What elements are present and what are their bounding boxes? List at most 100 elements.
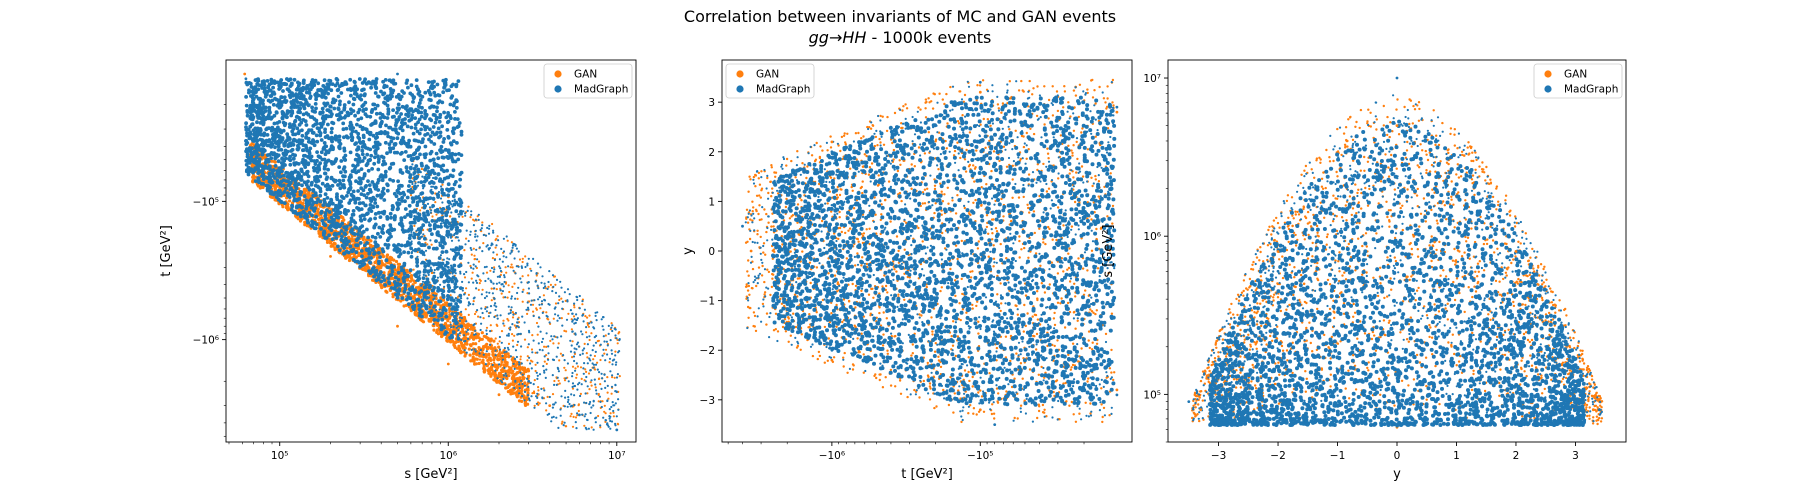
data-point	[523, 403, 528, 407]
data-point	[545, 311, 548, 314]
data-point	[275, 178, 280, 183]
data-point	[467, 313, 470, 316]
data-point	[253, 131, 257, 136]
data-point	[543, 360, 546, 363]
data-point	[436, 156, 441, 161]
data-point	[344, 126, 349, 131]
data-point	[459, 313, 463, 317]
data-point	[371, 102, 376, 107]
data-point	[267, 171, 272, 176]
data-point	[558, 382, 561, 385]
data-point	[375, 204, 380, 209]
data-point	[566, 405, 569, 408]
data-point	[503, 276, 506, 279]
data-point	[470, 277, 473, 280]
data-point	[311, 165, 316, 170]
data-point	[294, 97, 298, 102]
data-point	[423, 236, 427, 241]
data-point	[388, 255, 392, 259]
data-point	[521, 290, 524, 293]
data-point	[294, 115, 299, 119]
data-point	[332, 242, 336, 246]
data-point	[393, 81, 398, 86]
data-point	[391, 276, 395, 280]
data-point	[379, 283, 383, 287]
data-point	[326, 150, 331, 155]
data-point	[453, 110, 457, 114]
data-point	[537, 287, 540, 290]
data-point	[380, 261, 384, 265]
data-point	[422, 197, 425, 200]
data-point	[455, 347, 459, 351]
data-point	[430, 80, 435, 85]
data-point	[451, 205, 454, 208]
data-point	[554, 283, 557, 286]
data-point	[416, 169, 420, 174]
data-point	[435, 109, 439, 114]
data-point	[258, 186, 262, 190]
data-point	[424, 152, 428, 157]
data-point	[321, 122, 325, 126]
data-point	[383, 169, 388, 174]
data-point	[461, 346, 465, 350]
data-point	[266, 139, 271, 144]
data-point	[399, 141, 404, 146]
data-point	[335, 78, 340, 82]
data-point	[528, 292, 531, 295]
data-point	[386, 228, 391, 233]
data-point	[547, 318, 550, 321]
data-point	[392, 286, 397, 291]
data-point	[400, 150, 404, 155]
data-point	[391, 108, 395, 112]
data-point	[343, 157, 347, 162]
data-point	[560, 317, 563, 320]
data-point	[412, 268, 415, 271]
data-point	[430, 168, 434, 173]
data-point	[373, 235, 378, 240]
data-point	[338, 186, 343, 191]
data-point	[253, 85, 258, 89]
data-point	[397, 184, 401, 189]
data-point	[281, 89, 285, 93]
data-point	[429, 309, 434, 314]
data-point	[382, 209, 387, 214]
data-point	[464, 323, 469, 327]
data-point	[386, 243, 391, 247]
data-point	[408, 268, 413, 273]
data-point	[309, 205, 314, 210]
data-point	[549, 339, 552, 342]
data-point	[385, 217, 390, 221]
data-point	[457, 344, 461, 348]
data-point	[265, 116, 270, 121]
data-point	[409, 157, 414, 162]
data-point	[272, 121, 277, 126]
data-point	[302, 194, 307, 199]
data-point	[385, 265, 390, 269]
data-point	[445, 335, 449, 339]
data-point	[320, 216, 324, 220]
data-point	[510, 333, 514, 336]
data-point	[349, 237, 353, 241]
data-point	[307, 187, 312, 192]
data-point	[432, 312, 437, 317]
data-point	[326, 87, 331, 91]
data-point	[553, 379, 556, 383]
data-point	[588, 338, 591, 342]
data-point	[588, 388, 591, 391]
data-point	[475, 287, 478, 290]
data-point	[576, 365, 580, 368]
data-point	[273, 140, 278, 145]
data-point	[296, 146, 301, 150]
data-point	[617, 423, 620, 426]
data-point	[335, 194, 339, 199]
data-point	[403, 207, 408, 211]
data-point	[547, 285, 550, 288]
data-point	[551, 393, 555, 396]
data-point	[411, 152, 416, 157]
data-point	[441, 298, 446, 302]
data-point	[590, 426, 593, 429]
data-point	[388, 211, 393, 216]
data-point	[440, 317, 445, 322]
data-point	[440, 261, 445, 266]
data-point	[249, 143, 253, 147]
